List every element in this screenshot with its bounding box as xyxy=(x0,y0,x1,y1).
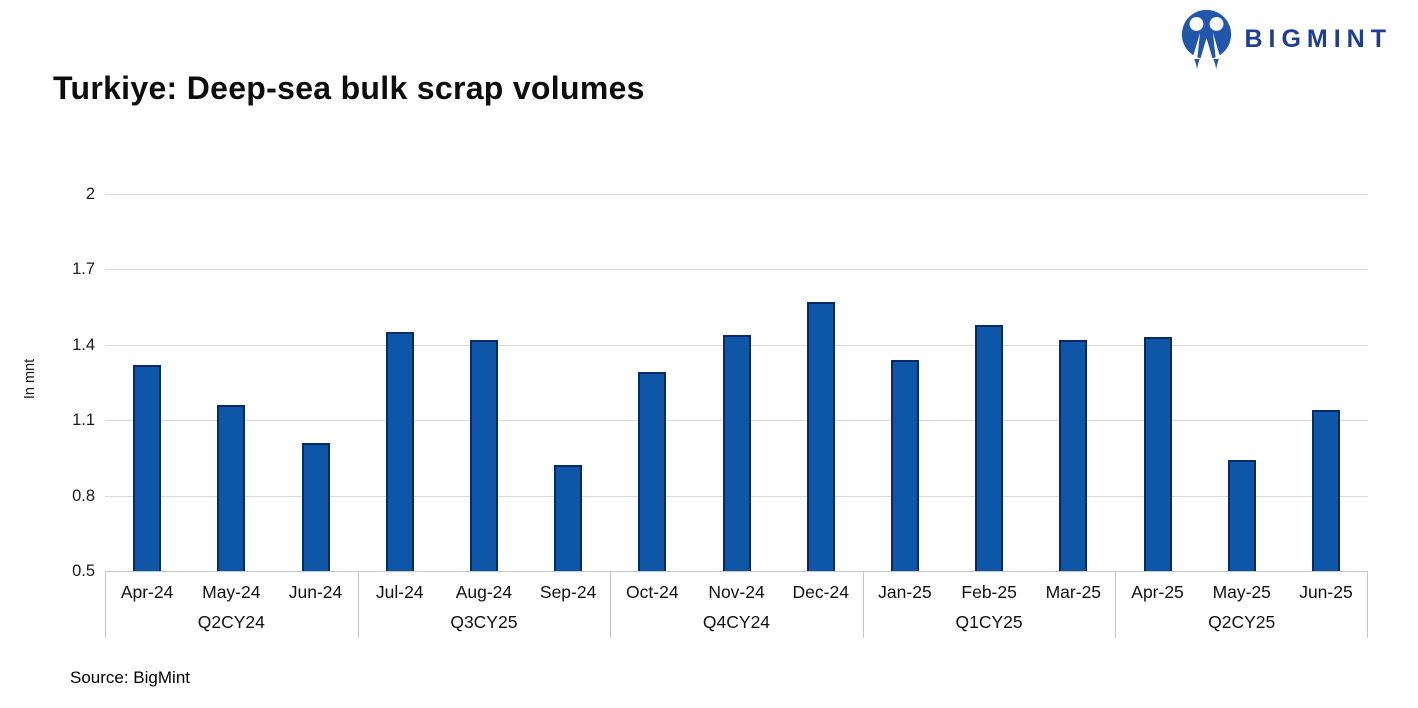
quarter-label: Q3CY25 xyxy=(450,612,518,632)
quarter-label: Q2CY24 xyxy=(197,612,265,632)
month-label: Nov-24 xyxy=(708,582,765,602)
bar-May-25 xyxy=(1227,460,1256,571)
bar-Nov-24 xyxy=(722,334,751,571)
plot-area: 0.5 0.8 1.1 1.4 1.7 2 xyxy=(72,185,1368,580)
bar-Mar-25 xyxy=(1059,339,1088,571)
month-label: Oct-24 xyxy=(626,582,679,602)
month-label: Dec-24 xyxy=(792,582,849,602)
month-label: Aug-24 xyxy=(455,582,513,602)
month-label-row: Apr-24 May-24 Jun-24 Jul-24 Aug-24 Sep-24 Oct-… xyxy=(105,572,1368,610)
bar-Feb-25 xyxy=(975,324,1004,571)
axis-separator xyxy=(357,572,359,638)
bar-Jun-25 xyxy=(1311,410,1340,571)
axis-separator xyxy=(105,572,106,638)
month-label: May-24 xyxy=(202,582,261,602)
month-label: Feb-25 xyxy=(961,582,1017,602)
month-label: Jul-24 xyxy=(375,582,424,602)
gridline xyxy=(105,269,1368,271)
month-label: Sep-24 xyxy=(539,582,597,602)
y-axis-title: In mnt xyxy=(22,358,38,400)
bar-Sep-24 xyxy=(554,465,583,571)
quarter-label: Q2CY25 xyxy=(1208,612,1276,632)
month-label: Jan-25 xyxy=(878,582,932,602)
quarter-label: Q4CY24 xyxy=(702,612,771,632)
y-tick-label: 2 xyxy=(85,185,95,203)
bar-Jul-24 xyxy=(385,332,414,571)
month-label: Jun-24 xyxy=(288,582,343,602)
bar-May-24 xyxy=(217,405,246,571)
bar-Oct-24 xyxy=(638,372,667,571)
month-label: Mar-25 xyxy=(1045,582,1102,602)
bigmint-logo-text: BIGMINT xyxy=(1244,24,1392,53)
bar-Jan-25 xyxy=(890,359,919,571)
quarter-label-row: Q2CY24 Q3CY25 Q4CY24 Q1CY25 Q2CY25 xyxy=(105,610,1368,637)
bar-Apr-25 xyxy=(1143,337,1172,571)
page-title: Turkiye: Deep-sea bulk scrap volumes xyxy=(53,70,645,106)
y-tick-label: 1.4 xyxy=(72,335,95,354)
y-tick-label: 0.5 xyxy=(72,562,95,580)
month-label: Apr-25 xyxy=(1131,582,1184,602)
month-label: Apr-24 xyxy=(120,582,174,602)
bar-Jun-24 xyxy=(301,442,330,571)
y-tick-label: 1.1 xyxy=(72,411,95,430)
quarter-label: Q1CY25 xyxy=(955,612,1023,632)
axis-separator xyxy=(1115,572,1117,638)
source-note: Source: BigMint xyxy=(70,668,190,687)
month-label: Jun-25 xyxy=(1299,582,1353,602)
gridline xyxy=(105,194,1368,195)
bigmint-logo: BIGMINT xyxy=(1178,8,1392,70)
axis-separator xyxy=(862,572,864,638)
axis-separator xyxy=(610,572,612,638)
axis-separator xyxy=(1367,572,1368,638)
month-label: May-25 xyxy=(1212,582,1271,602)
y-tick-label: 0.8 xyxy=(72,486,95,505)
x-axis: Apr-24 May-24 Jun-24 Jul-24 Aug-24 Sep-24 Oct-… xyxy=(105,571,1368,638)
bar-Dec-24 xyxy=(806,302,835,571)
bar-Aug-24 xyxy=(469,339,498,571)
bigmint-logo-icon xyxy=(1182,9,1232,70)
y-tick-label: 1.7 xyxy=(72,260,95,279)
bar-Apr-24 xyxy=(133,364,162,571)
